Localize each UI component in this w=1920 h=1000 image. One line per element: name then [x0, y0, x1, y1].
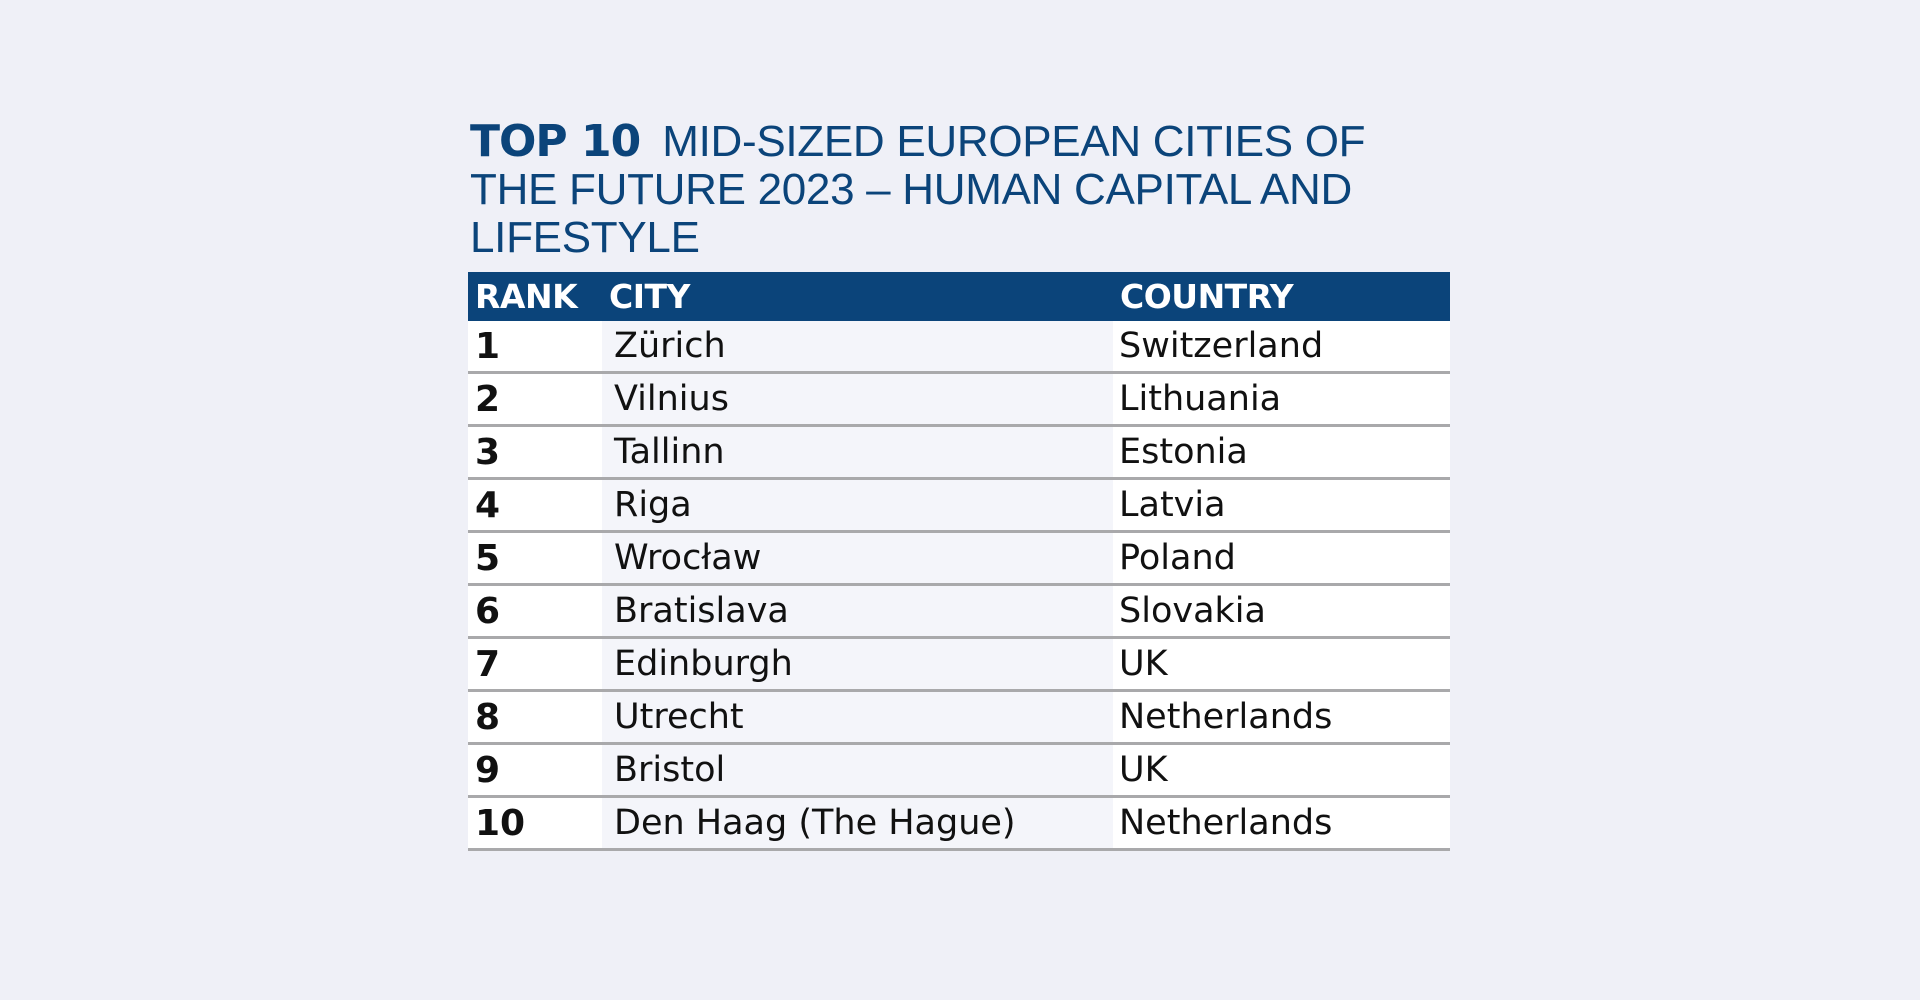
city-cell: Utrecht	[602, 690, 1113, 745]
country-cell: Lithuania	[1113, 372, 1450, 427]
country-cell: Netherlands	[1113, 690, 1450, 745]
rank-cell: 1	[468, 321, 602, 374]
ranking-table: RANK CITY COUNTRY 1 Zürich Switzerland 2…	[468, 272, 1450, 851]
rank-cell: 7	[468, 637, 602, 692]
country-cell: Estonia	[1113, 425, 1450, 480]
table-row: 4 Riga Latvia	[468, 478, 1450, 533]
city-column-header: CITY	[602, 272, 1113, 321]
city-cell: Bratislava	[602, 584, 1113, 639]
city-cell: Tallinn	[602, 425, 1113, 480]
country-column-header: COUNTRY	[1113, 272, 1450, 321]
city-cell: Den Haag (The Hague)	[602, 796, 1113, 851]
rank-cell: 4	[468, 478, 602, 533]
header-row: RANK CITY COUNTRY	[468, 272, 1450, 321]
city-cell: Wrocław	[602, 531, 1113, 586]
country-cell: Switzerland	[1113, 321, 1450, 374]
rank-cell: 6	[468, 584, 602, 639]
rank-cell: 10	[468, 796, 602, 851]
table-row: 6 Bratislava Slovakia	[468, 584, 1450, 639]
city-cell: Vilnius	[602, 372, 1113, 427]
table-row: 7 Edinburgh UK	[468, 637, 1450, 692]
rank-cell: 9	[468, 743, 602, 798]
country-cell: Latvia	[1113, 478, 1450, 533]
table-row: 5 Wrocław Poland	[468, 531, 1450, 586]
country-cell: Poland	[1113, 531, 1450, 586]
table-row: 1 Zürich Switzerland	[468, 321, 1450, 374]
city-cell: Bristol	[602, 743, 1113, 798]
rank-cell: 3	[468, 425, 602, 480]
city-cell: Riga	[602, 478, 1113, 533]
city-cell: Zürich	[602, 321, 1113, 374]
table-row: 10 Den Haag (The Hague) Netherlands	[468, 796, 1450, 851]
ranking-figure: TOP 10 MID-SIZED EUROPEAN CITIES OF THE F…	[468, 118, 1450, 851]
rank-cell: 8	[468, 690, 602, 745]
country-cell: Netherlands	[1113, 796, 1450, 851]
table-row: 9 Bristol UK	[468, 743, 1450, 798]
city-cell: Edinburgh	[602, 637, 1113, 692]
title-lead: TOP 10	[470, 116, 641, 167]
country-cell: Slovakia	[1113, 584, 1450, 639]
country-cell: UK	[1113, 637, 1450, 692]
rank-cell: 2	[468, 372, 602, 427]
table-row: 3 Tallinn Estonia	[468, 425, 1450, 480]
table-body: 1 Zürich Switzerland 2 Vilnius Lithuania…	[468, 321, 1450, 851]
figure-title: TOP 10 MID-SIZED EUROPEAN CITIES OF THE F…	[470, 118, 1450, 262]
table-row: 8 Utrecht Netherlands	[468, 690, 1450, 745]
rank-column-header: RANK	[468, 272, 602, 321]
table-row: 2 Vilnius Lithuania	[468, 372, 1450, 427]
country-cell: UK	[1113, 743, 1450, 798]
table-header: RANK CITY COUNTRY	[468, 272, 1450, 321]
rank-cell: 5	[468, 531, 602, 586]
title-rest: MID-SIZED EUROPEAN CITIES OF THE FUTURE …	[470, 117, 1366, 262]
